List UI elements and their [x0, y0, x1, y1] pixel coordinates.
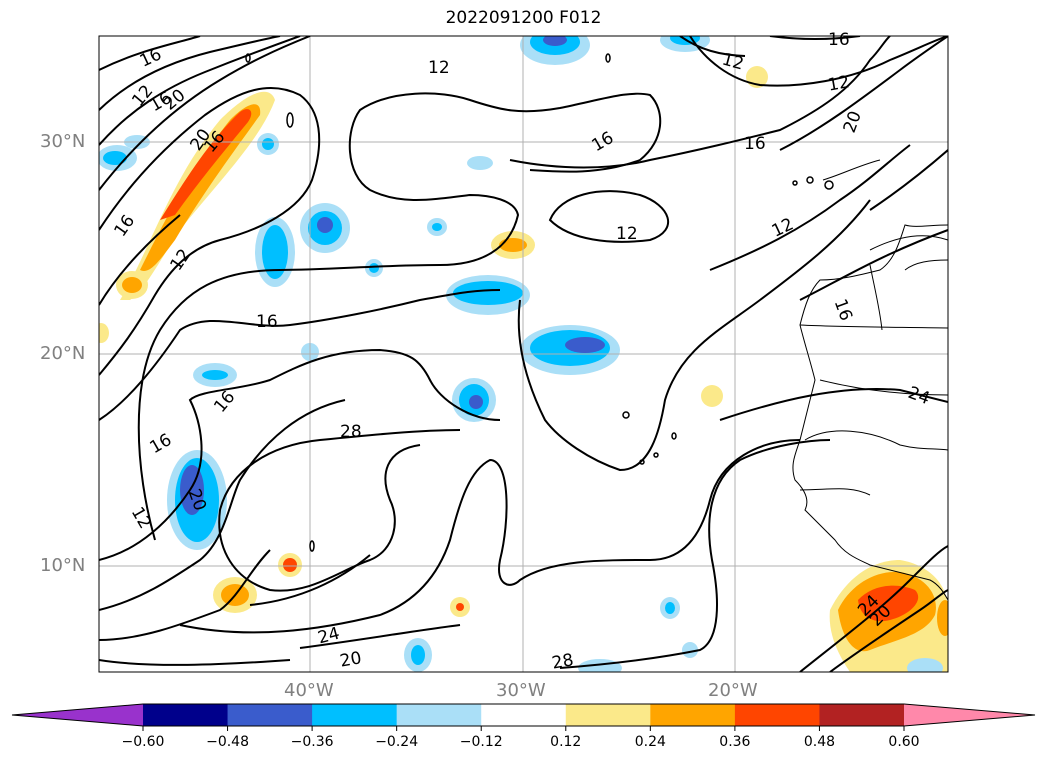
coastlines: [792, 159, 949, 601]
contour-lines: [99, 36, 948, 672]
contour-label-12: 12: [826, 72, 852, 96]
lon-label-40w: 40°W: [284, 680, 334, 701]
lon-label-30w: 30°W: [496, 680, 546, 701]
contour-label-12: 12: [426, 58, 452, 78]
colorbar-tick-label: 0.36: [719, 734, 751, 750]
colorbar-extend-low: [12, 704, 143, 726]
colorbar-segment: [650, 704, 736, 726]
colorbar-segment: [481, 704, 567, 726]
lat-label-30n: 30°N: [40, 131, 86, 152]
colorbar-segment: [819, 704, 905, 726]
contour-label-16: 16: [828, 30, 850, 50]
colorbar-tick-label: −0.60: [121, 734, 165, 750]
colorbar-segment: [312, 704, 398, 726]
lon-label-20w: 20°W: [708, 680, 758, 701]
map-title: 2022091200 F012: [445, 8, 602, 28]
colorbar-segment: [227, 704, 313, 726]
colorbar-tick-label: 0.48: [803, 734, 836, 750]
islands: [245, 53, 834, 552]
colorbar-segment: [734, 704, 820, 726]
colorbar-tick-label: 0.24: [634, 734, 666, 750]
colorbar-tick-label: −0.12: [459, 734, 503, 750]
colorbar-tick-label: 0.12: [550, 734, 582, 750]
colorbar-tick-label: 0.60: [888, 734, 920, 750]
colorbar-segment: [143, 704, 229, 726]
colorbar-tick-label: −0.48: [206, 734, 249, 750]
colorbar-segment: [396, 704, 482, 726]
map-frame: [98, 35, 949, 673]
contour-label-28: 28: [340, 422, 362, 442]
lat-label-10n: 10°N: [40, 555, 86, 576]
colorbar-tick-label: −0.24: [375, 734, 419, 750]
shaded-field: [99, 36, 948, 672]
contour-label-12: 12: [616, 224, 638, 244]
contour-label-20: 20: [338, 648, 364, 672]
colorbar: [11, 703, 1036, 731]
contour-label-16: 16: [256, 312, 278, 332]
lat-label-20n: 20°N: [40, 343, 86, 364]
contour-label-16: 16: [744, 134, 766, 154]
contour-label-28: 28: [550, 650, 576, 674]
colorbar-tick-label: −0.36: [290, 734, 334, 750]
colorbar-extend-high: [904, 704, 1035, 726]
colorbar-segment: [565, 704, 651, 726]
grid-lines: [99, 36, 948, 672]
